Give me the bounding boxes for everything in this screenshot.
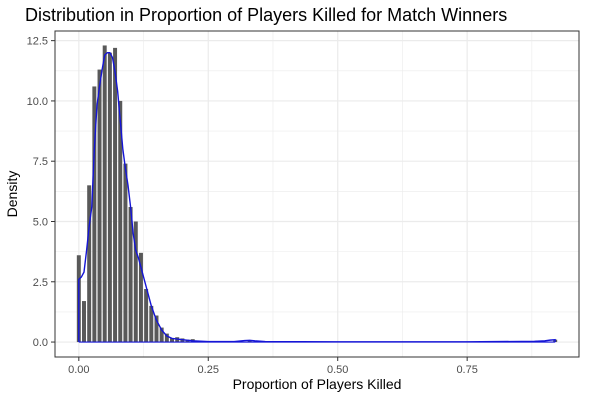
density-curve [78, 52, 556, 343]
histogram-bar [144, 289, 149, 343]
histogram-bar [149, 305, 154, 343]
histogram-bar [247, 340, 252, 343]
grid-lines [55, 31, 579, 357]
panel-border [54, 30, 580, 358]
histogram-bar [97, 69, 102, 343]
y-axis-title: Density [4, 171, 20, 218]
histogram-bar [92, 86, 97, 343]
x-tick-label: 0.00 [68, 364, 89, 376]
histogram-bar [170, 338, 175, 343]
chart-title: Distribution in Proportion of Players Ki… [25, 5, 508, 25]
histogram-bar [133, 221, 138, 343]
histogram-bar [159, 327, 164, 343]
y-tick-label: 7.5 [33, 156, 48, 168]
y-tick-label: 12.5 [27, 36, 48, 48]
histogram-bar [113, 47, 118, 343]
histogram-bar [123, 163, 128, 343]
histogram-bars [76, 45, 558, 343]
y-tick-label: 2.5 [33, 277, 48, 289]
axis-ticks: 0.00 0.25 0.50 0.75 0.0 2.5 5.0 7.5 10.0 12.5 [27, 36, 478, 376]
x-axis-title: Proportion of Players Killed [233, 376, 402, 392]
density-curve-group [78, 52, 556, 343]
histogram-bar [107, 52, 112, 343]
y-tick-label: 5.0 [33, 216, 48, 228]
histogram-bar [154, 315, 159, 343]
histogram-bar [128, 207, 133, 343]
x-tick-label: 0.75 [456, 364, 477, 376]
histogram-bar [118, 100, 123, 343]
y-tick-label: 0.0 [33, 337, 48, 349]
histogram-bar [138, 252, 143, 343]
histogram-bar [164, 333, 169, 343]
x-tick-label: 0.25 [198, 364, 219, 376]
histogram-bar [87, 185, 92, 343]
y-tick-label: 10.0 [27, 96, 48, 108]
histogram-bar [82, 301, 86, 343]
histogram-bar [102, 45, 107, 343]
x-tick-label: 0.50 [327, 364, 348, 376]
